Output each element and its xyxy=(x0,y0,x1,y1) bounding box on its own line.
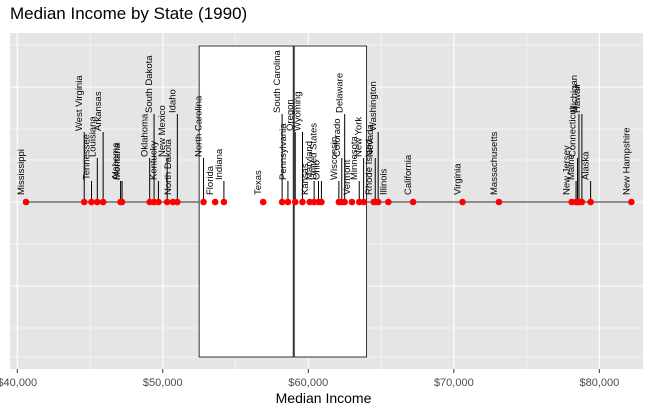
data-point xyxy=(341,198,348,206)
data-point xyxy=(587,198,594,206)
chart-title: Median Income by State (1990) xyxy=(10,4,248,23)
data-point xyxy=(628,198,635,206)
state-label: Idaho xyxy=(167,89,178,113)
data-point xyxy=(278,198,286,206)
state-label: Florida xyxy=(205,165,216,195)
state-label: Louisiana xyxy=(87,116,98,157)
state-label: Vermont xyxy=(342,159,353,195)
state-label: Kansas xyxy=(300,163,311,195)
state-label: Maryland xyxy=(304,141,315,180)
state-label: California xyxy=(403,154,414,195)
data-point xyxy=(220,198,228,206)
data-point xyxy=(409,198,417,206)
state-label: New Jersey xyxy=(562,145,573,195)
state-label: Virginia xyxy=(453,163,464,195)
data-point xyxy=(459,198,466,206)
state-label: Wisconsin xyxy=(329,137,340,180)
data-point xyxy=(374,198,382,206)
state-label: Nevada xyxy=(365,124,376,157)
state-label: Delaware xyxy=(335,73,346,113)
x-tick-label: $60,000 xyxy=(288,377,328,389)
state-label: Tennessee xyxy=(81,134,92,180)
state-label: Hawaii xyxy=(572,84,583,113)
state-label: Alabama xyxy=(111,142,122,180)
state-label: Pennsylvania xyxy=(278,123,289,180)
data-point xyxy=(118,198,126,206)
state-label: New Hampshire xyxy=(621,127,632,195)
data-point xyxy=(163,198,171,206)
state-label: New York xyxy=(354,117,365,157)
data-point xyxy=(291,198,299,206)
state-label: Illinois xyxy=(378,168,389,195)
state-label: Michigan xyxy=(569,75,580,113)
data-point xyxy=(88,198,95,206)
state-label: Wyoming xyxy=(292,91,303,131)
x-axis-label: Median Income xyxy=(275,390,372,406)
data-point xyxy=(22,198,30,206)
data-point xyxy=(211,198,219,206)
state-label: Montana xyxy=(112,142,123,180)
state-label: United States xyxy=(308,123,319,180)
data-point xyxy=(284,198,292,206)
data-point xyxy=(200,198,207,206)
x-tick-label: $70,000 xyxy=(434,377,474,389)
state-label: North Carolina xyxy=(194,95,205,157)
data-point xyxy=(259,198,267,206)
state-label: West Virginia xyxy=(74,75,85,131)
data-point xyxy=(318,198,325,206)
state-label: Indiana xyxy=(214,148,225,180)
data-point xyxy=(348,198,356,206)
state-label: Maine xyxy=(566,154,577,180)
state-label: Alaska xyxy=(581,151,592,180)
x-axis-ticks: $40,000 $50,000 $60,000 $70,000 $80,000 xyxy=(0,369,619,389)
data-point xyxy=(94,198,101,206)
data-point xyxy=(80,198,88,206)
state-label: Rhode Island xyxy=(364,139,375,195)
data-point xyxy=(385,198,392,206)
state-label: Colorado xyxy=(332,118,343,157)
state-label: Ohio xyxy=(311,160,322,180)
state-label: North Dakota xyxy=(163,138,174,195)
data-point xyxy=(578,198,586,206)
data-point xyxy=(99,198,107,206)
state-label: Arkansas xyxy=(93,91,104,131)
state-label: Oregon xyxy=(285,99,296,131)
x-tick-label: $80,000 xyxy=(579,377,619,389)
data-marks: Mississippi West Virginia TennesseeLouisia… xyxy=(16,49,635,206)
state-label: Connecticut xyxy=(568,106,579,157)
state-label: Mississippi xyxy=(16,149,27,195)
state-label: South Dakota xyxy=(144,55,155,113)
state-label: New Mexico xyxy=(157,105,168,157)
state-label: Washington xyxy=(368,81,379,131)
data-point xyxy=(155,198,162,206)
state-label: Massachusetts xyxy=(489,131,500,195)
data-point xyxy=(299,198,306,206)
x-tick-label: $40,000 xyxy=(0,377,37,389)
x-tick-label: $50,000 xyxy=(143,377,183,389)
state-label: Oklahoma xyxy=(140,113,151,157)
state-label: South Carolina xyxy=(272,49,283,113)
state-label: Texas xyxy=(253,170,264,195)
data-point xyxy=(495,198,503,206)
state-label: Kentucky xyxy=(148,141,159,180)
data-point xyxy=(174,198,181,206)
data-point xyxy=(360,198,367,206)
state-label: Minnesota xyxy=(349,135,360,180)
